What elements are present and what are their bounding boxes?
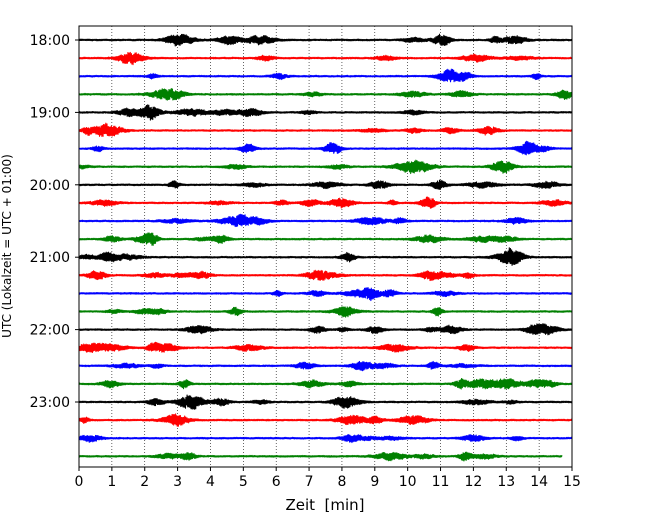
trace-line-2145 bbox=[78, 306, 573, 318]
x-tick-label: 7 bbox=[305, 474, 314, 490]
x-tick-label: 4 bbox=[206, 474, 215, 490]
trace-line-2130 bbox=[78, 287, 573, 302]
x-tick-label: 6 bbox=[272, 474, 281, 490]
y-tick-label: 18:00 bbox=[30, 33, 70, 49]
trace-line-1930 bbox=[78, 140, 573, 156]
trace-line-2315 bbox=[78, 413, 573, 427]
x-tick-label: 2 bbox=[140, 474, 149, 490]
x-axis-label: Zeit [min] bbox=[285, 496, 364, 514]
trace-line-1900 bbox=[78, 104, 573, 121]
x-tick-label: 5 bbox=[239, 474, 248, 490]
x-tick-label: 11 bbox=[432, 474, 450, 490]
trace-line-2100 bbox=[78, 247, 573, 266]
trace-line-2000 bbox=[78, 179, 573, 190]
x-tick-label: 10 bbox=[399, 474, 417, 490]
trace-line-1915 bbox=[78, 122, 573, 137]
trace-line-2345 bbox=[78, 451, 563, 462]
traces bbox=[78, 33, 573, 462]
trace-line-2200 bbox=[78, 323, 573, 336]
trace-line-2030 bbox=[78, 213, 573, 228]
x-tick-label: 15 bbox=[563, 474, 581, 490]
x-tick-label: 14 bbox=[530, 474, 548, 490]
y-tick-label: 20:00 bbox=[30, 178, 70, 194]
y-tick-label: 21:00 bbox=[30, 250, 70, 266]
x-tick-label: 8 bbox=[337, 474, 346, 490]
trace-line-2245 bbox=[78, 378, 573, 390]
y-axis-ticks: 18:00 19:00 20:00 21:00 22:00 23:00 bbox=[30, 33, 79, 411]
x-tick-label: 1 bbox=[107, 474, 116, 490]
trace-line-2015 bbox=[78, 196, 573, 209]
x-tick-label: 0 bbox=[75, 474, 84, 490]
y-tick-label: 22:00 bbox=[30, 323, 70, 339]
trace-line-1845 bbox=[78, 88, 573, 101]
y-tick-label: 19:00 bbox=[30, 105, 70, 121]
trace-line-1830 bbox=[78, 68, 573, 83]
trace-line-2230 bbox=[78, 360, 573, 372]
plot-frame bbox=[78, 25, 573, 468]
y-tick-label: 23:00 bbox=[30, 395, 70, 411]
trace-line-2045 bbox=[78, 232, 573, 246]
trace-line-2115 bbox=[78, 269, 573, 282]
trace-line-2330 bbox=[78, 434, 573, 444]
trace-line-1945 bbox=[78, 159, 573, 175]
x-tick-label: 9 bbox=[370, 474, 379, 490]
x-tick-label: 13 bbox=[497, 474, 515, 490]
trace-line-1800 bbox=[78, 33, 573, 47]
x-tick-label: 12 bbox=[464, 474, 482, 490]
y-axis-label: UTC (Lokalzeit = UTC + 01:00) bbox=[0, 154, 14, 338]
x-tick-label: 3 bbox=[173, 474, 182, 490]
trace-line-1815 bbox=[78, 51, 573, 66]
x-axis-ticks: 0 1 2 3 4 5 6 7 8 9 10 11 12 13 14 15 bbox=[75, 467, 581, 490]
trace-line-2215 bbox=[78, 341, 573, 354]
trace-line-2300 bbox=[78, 394, 573, 410]
